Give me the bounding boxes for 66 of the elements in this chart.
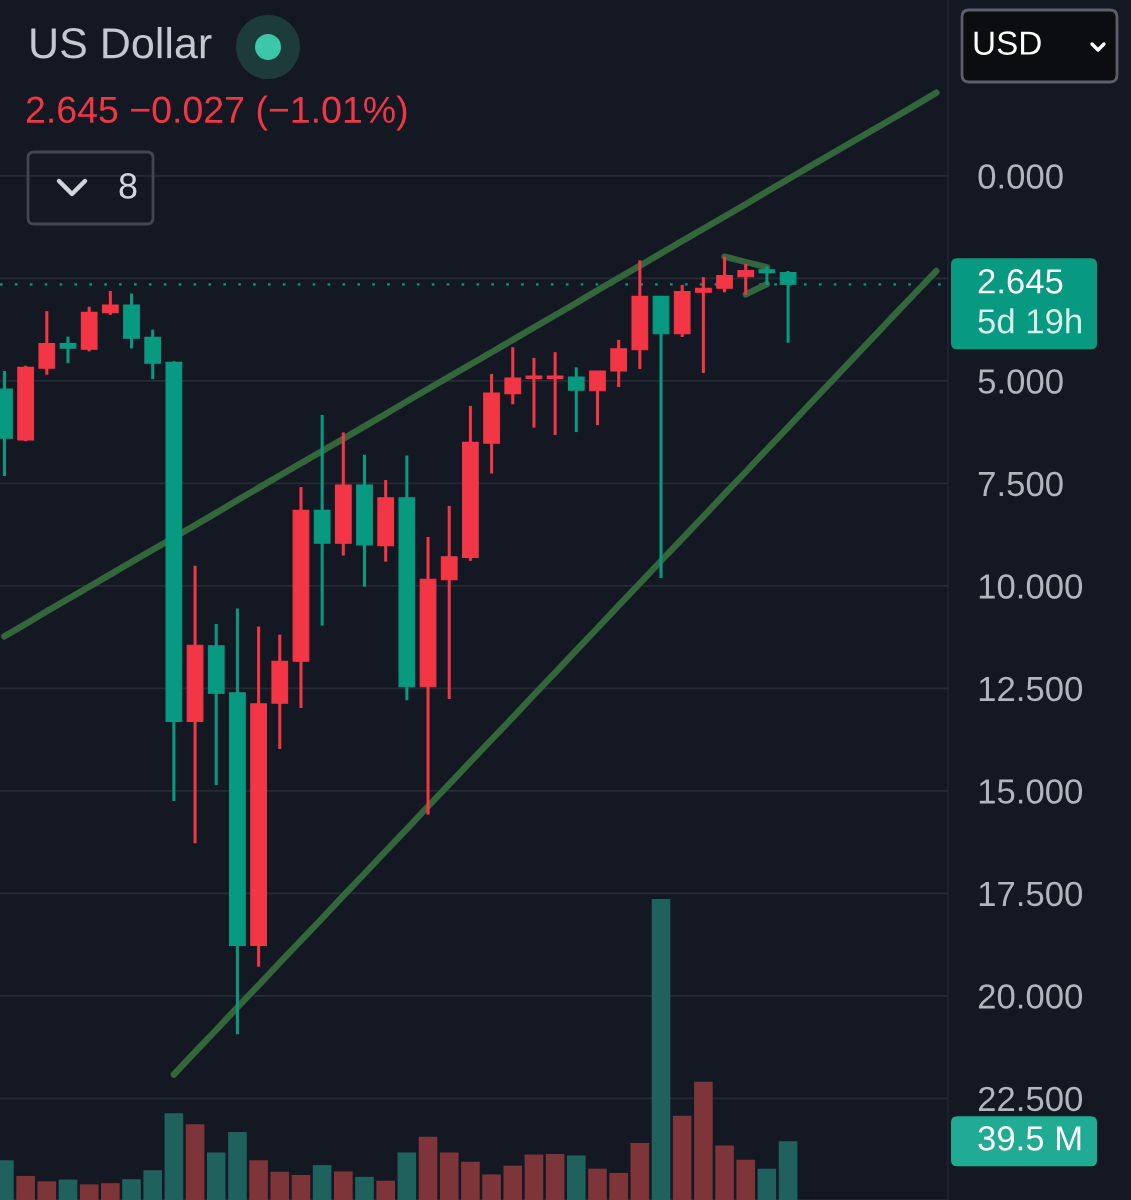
- candlestick: [525, 356, 543, 428]
- bar: [609, 1172, 628, 1200]
- bar: [566, 1155, 586, 1200]
- bar: [228, 1131, 247, 1200]
- candlestick: [504, 347, 522, 405]
- bar: [270, 1171, 290, 1200]
- candlestick: [101, 291, 119, 315]
- text: USD: [974, 31, 1041, 55]
- bar: [672, 1115, 692, 1200]
- candlestick: [546, 352, 564, 435]
- y-tick-label: 10.000: [979, 574, 1083, 599]
- y-tick-label: 0.000: [978, 164, 1063, 189]
- bar: [334, 1171, 353, 1200]
- candlestick: [440, 504, 458, 700]
- bar: [291, 1175, 311, 1200]
- bar: [715, 1145, 734, 1200]
- y-tick-label: 12.500: [979, 676, 1083, 702]
- bar: [545, 1153, 565, 1200]
- bar: [524, 1154, 544, 1200]
- bar: [630, 1143, 650, 1200]
- bar: [736, 1159, 756, 1200]
- ref-line-label: 2.645: [978, 269, 1063, 294]
- annotation: 8: [119, 173, 137, 199]
- text: 5d 19h: [978, 308, 1081, 334]
- bar: [482, 1174, 501, 1200]
- bar: [143, 1170, 163, 1200]
- candlestick: [610, 338, 628, 388]
- candlestick: [59, 336, 77, 364]
- y-tick-label: 20.000: [978, 984, 1083, 1009]
- bar: [397, 1152, 417, 1200]
- bar: [694, 1081, 713, 1200]
- bar: [58, 1179, 78, 1200]
- chart-title: US Dollar: [31, 26, 212, 59]
- text: 39.5 M: [978, 1126, 1081, 1151]
- bar: [376, 1180, 395, 1200]
- y-tick-label: 5.000: [978, 369, 1063, 394]
- candlestick: [694, 277, 712, 375]
- y-tick-label: 17.500: [979, 881, 1083, 907]
- bar: [122, 1179, 141, 1200]
- candlestick: [589, 370, 606, 427]
- bar: [461, 1161, 480, 1200]
- bar: [79, 1184, 99, 1200]
- candlestick: [758, 266, 776, 285]
- bar: [312, 1165, 332, 1200]
- bar: [37, 1181, 57, 1200]
- candlestick: [779, 270, 797, 343]
- bar: [206, 1152, 226, 1200]
- y-tick-label: 22.500: [978, 1086, 1083, 1112]
- bar: [101, 1183, 120, 1200]
- bar: [651, 899, 671, 1200]
- bar: [249, 1160, 268, 1200]
- candlestick: [567, 367, 585, 434]
- y-tick-label: 15.000: [979, 779, 1083, 804]
- bar: [778, 1141, 798, 1200]
- bar: [164, 1113, 184, 1200]
- y-tick-label: 7.500: [978, 471, 1063, 497]
- bar: [757, 1168, 777, 1200]
- bar: [439, 1152, 459, 1200]
- text: 2.645 −0.027 (−1.01%): [26, 95, 407, 131]
- candlestick: [716, 256, 733, 293]
- bar: [185, 1124, 205, 1200]
- bar: [355, 1176, 374, 1200]
- bar: [503, 1165, 523, 1200]
- bar: [588, 1168, 607, 1200]
- candlestick: [737, 264, 755, 295]
- bar: [418, 1136, 438, 1200]
